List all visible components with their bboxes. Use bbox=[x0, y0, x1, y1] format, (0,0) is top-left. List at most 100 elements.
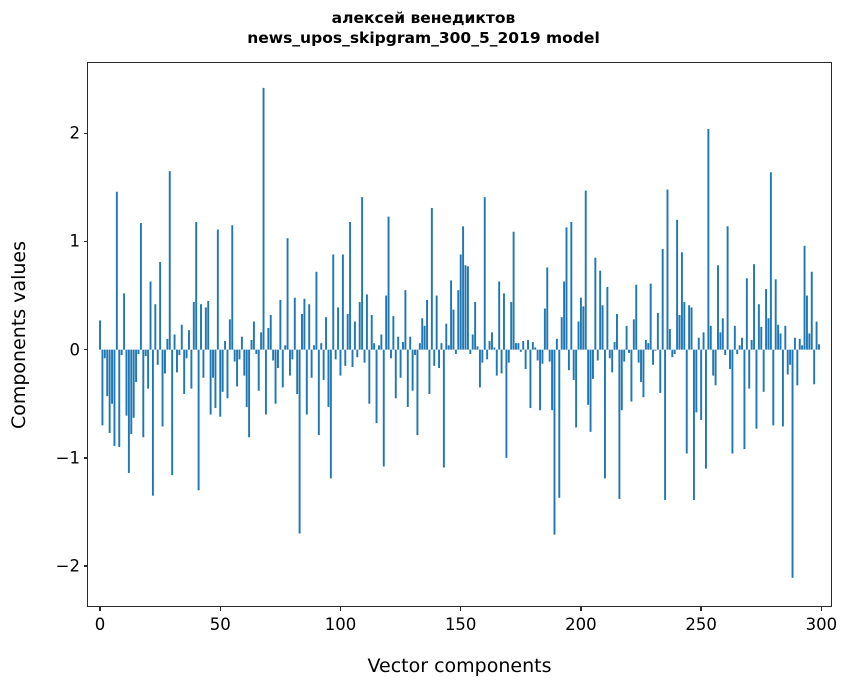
bar bbox=[815, 321, 818, 350]
bar bbox=[445, 323, 448, 350]
bar bbox=[474, 302, 477, 350]
x-tick-mark bbox=[99, 606, 101, 611]
bar bbox=[317, 349, 320, 436]
bar bbox=[789, 349, 792, 365]
bar bbox=[284, 345, 287, 350]
bar bbox=[296, 349, 299, 394]
bar bbox=[310, 349, 313, 378]
bar bbox=[375, 349, 378, 424]
x-tick-label: 250 bbox=[685, 615, 717, 634]
bar bbox=[630, 349, 633, 402]
bar bbox=[690, 307, 693, 350]
bar bbox=[741, 337, 743, 350]
bar bbox=[613, 342, 616, 350]
bar bbox=[457, 290, 460, 350]
y-tick-mark bbox=[83, 348, 88, 351]
bar bbox=[327, 349, 330, 407]
bar bbox=[680, 252, 683, 350]
bar bbox=[320, 343, 323, 350]
bar bbox=[623, 349, 626, 362]
bar bbox=[529, 349, 532, 409]
bar bbox=[298, 349, 301, 534]
bar bbox=[346, 313, 349, 350]
bar bbox=[536, 349, 539, 361]
bar bbox=[394, 349, 397, 399]
bar bbox=[228, 319, 231, 350]
bar bbox=[572, 349, 575, 380]
bar bbox=[796, 349, 799, 386]
chart-title: алексей венедиктов news_upos_skipgram_30… bbox=[247, 9, 600, 48]
bar bbox=[678, 315, 681, 350]
bar bbox=[524, 349, 527, 370]
bar bbox=[202, 349, 205, 378]
bar bbox=[171, 349, 174, 476]
bar bbox=[293, 297, 296, 350]
bar bbox=[512, 231, 515, 350]
bar bbox=[337, 307, 340, 350]
bar bbox=[250, 339, 253, 350]
bar bbox=[248, 349, 251, 438]
bar bbox=[582, 306, 585, 350]
bar bbox=[108, 349, 111, 433]
bar bbox=[522, 340, 525, 350]
bar bbox=[705, 349, 707, 469]
bar bbox=[149, 281, 152, 350]
bar bbox=[349, 222, 352, 350]
bar bbox=[515, 343, 517, 350]
x-tick-label: 300 bbox=[805, 615, 838, 634]
bar bbox=[555, 338, 558, 350]
x-tick-label: 150 bbox=[444, 615, 477, 634]
bar bbox=[406, 349, 409, 407]
bar bbox=[671, 349, 674, 358]
bar bbox=[712, 349, 715, 376]
bar bbox=[656, 312, 659, 350]
bar bbox=[200, 304, 202, 350]
bar bbox=[197, 349, 200, 491]
bar bbox=[252, 321, 255, 350]
bar bbox=[628, 349, 630, 353]
bar bbox=[606, 286, 609, 350]
bar bbox=[272, 349, 275, 361]
bar bbox=[774, 279, 777, 350]
bar bbox=[659, 349, 662, 393]
bar bbox=[755, 349, 758, 429]
bar bbox=[135, 349, 138, 383]
bar bbox=[240, 336, 243, 350]
bar bbox=[315, 271, 318, 350]
bar bbox=[168, 171, 171, 350]
bar bbox=[224, 340, 227, 350]
bar bbox=[212, 349, 214, 378]
bar bbox=[111, 349, 113, 404]
bar bbox=[640, 349, 642, 383]
bar bbox=[132, 349, 135, 418]
y-tick-mark bbox=[83, 132, 88, 134]
y-tick-mark bbox=[83, 240, 88, 243]
bar bbox=[543, 308, 546, 350]
bar bbox=[281, 349, 284, 388]
bar bbox=[442, 349, 445, 468]
x-tick-label: 50 bbox=[209, 615, 231, 634]
x-tick-label: 0 bbox=[94, 615, 106, 634]
bar bbox=[685, 349, 688, 454]
bar bbox=[390, 349, 392, 359]
y-tick-label: 0 bbox=[69, 340, 81, 360]
bar bbox=[649, 283, 652, 350]
bar bbox=[409, 336, 412, 350]
bar bbox=[421, 318, 424, 350]
bar bbox=[577, 321, 580, 350]
bar bbox=[565, 227, 568, 350]
bar bbox=[192, 302, 195, 350]
bar bbox=[798, 338, 801, 350]
bar bbox=[635, 284, 638, 350]
bar bbox=[683, 302, 686, 350]
bar bbox=[743, 349, 746, 450]
bar bbox=[178, 349, 181, 356]
bar bbox=[373, 343, 376, 350]
x-tick-mark bbox=[820, 606, 823, 611]
bar bbox=[664, 349, 667, 500]
bar bbox=[159, 262, 162, 350]
bar bbox=[260, 332, 263, 350]
bar bbox=[724, 349, 727, 356]
bar bbox=[204, 307, 207, 350]
bar bbox=[567, 349, 570, 371]
